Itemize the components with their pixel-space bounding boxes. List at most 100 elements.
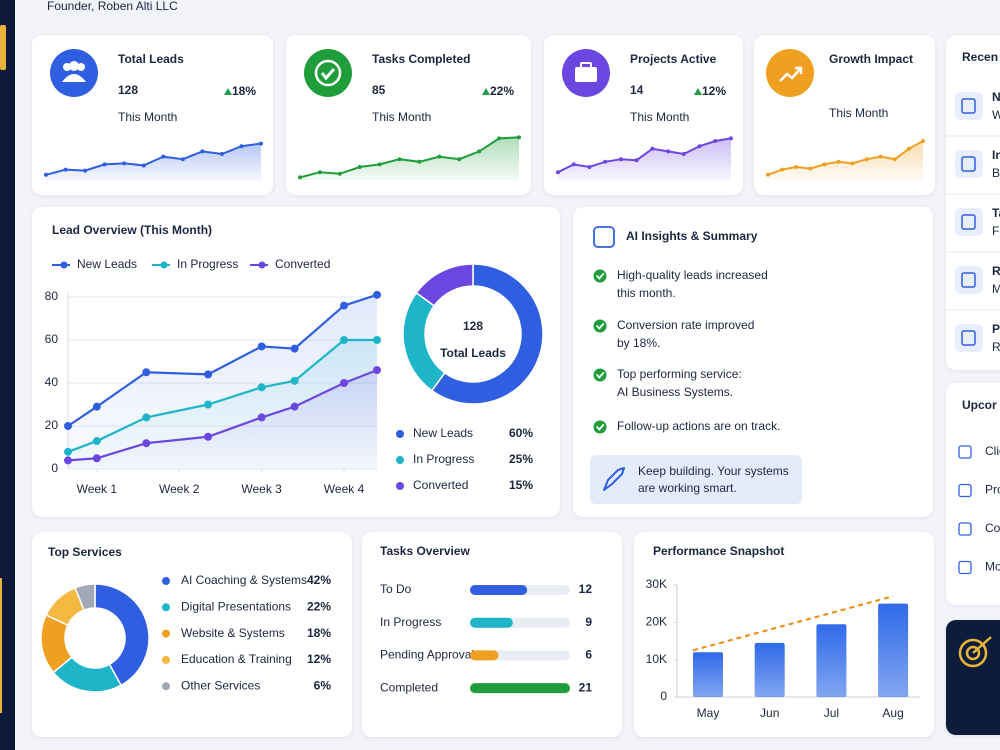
promo-card [946, 620, 1000, 735]
y-tick-label: 40 [45, 375, 59, 389]
sidebar [0, 0, 15, 750]
task-value: 9 [585, 615, 592, 629]
insight-text: High-quality leads increased [617, 268, 768, 282]
recent-icon [955, 150, 983, 178]
series-line [67, 293, 378, 427]
recent-icon [955, 208, 983, 236]
icon-glyph [320, 68, 336, 81]
sparkline-point [63, 167, 68, 172]
series-point [290, 344, 299, 353]
series-line [67, 369, 378, 462]
upcoming-item: Pro [985, 483, 1000, 497]
y-tick-label: 0 [660, 689, 667, 703]
sparkline-point [259, 141, 263, 146]
sparkline [767, 140, 924, 176]
legend-label: In Progress [413, 452, 474, 466]
series-line [67, 338, 377, 453]
recent-sub: B [992, 166, 1000, 180]
icon-glyph [580, 62, 592, 70]
sparkline-point [180, 157, 185, 162]
sparkline-point [571, 162, 576, 167]
bar [816, 624, 847, 697]
section-title: Lead Overview (This Month) [52, 223, 212, 237]
kpi-period: This Month [630, 110, 689, 124]
x-tick-label: Jun [760, 706, 779, 720]
checkbox [958, 560, 972, 575]
sparkline-point [603, 159, 608, 164]
series-point [204, 370, 213, 379]
callout-box [590, 455, 802, 504]
legend-value: 25% [509, 452, 533, 466]
task-label: In Progress [380, 615, 441, 629]
recent-icon [955, 92, 983, 120]
rocket-icon [603, 467, 625, 491]
sparkline-point [437, 154, 442, 159]
recent-icon-glyph [961, 330, 976, 346]
section-title: Upcor [962, 398, 997, 412]
sparkline-point [200, 149, 205, 154]
sparkline [557, 137, 732, 174]
sparkline-point [892, 157, 897, 162]
up-arrow [694, 88, 702, 95]
kpi-period: This Month [372, 110, 431, 124]
legend-label: Education & Training [181, 652, 292, 666]
x-tick-label: Week 2 [159, 482, 200, 496]
upcoming-item: Clie [985, 444, 1000, 458]
series-point [340, 301, 349, 310]
bar [754, 642, 785, 697]
recent-title: Ta [992, 206, 1000, 220]
insight-text: AI Business Systems. [617, 385, 733, 399]
y-tick-label: 60 [45, 332, 59, 346]
sparkline-point [713, 139, 718, 143]
kpi-value: 85 [372, 83, 386, 97]
kpi-title: Growth Impact [829, 52, 913, 66]
sparkline-point [836, 159, 841, 164]
section-title: AI Insights & Summary [626, 229, 758, 243]
sparkline-point [587, 165, 592, 169]
task-label: Completed [380, 680, 438, 694]
legend-dot [162, 603, 170, 612]
icon-glyph [314, 59, 342, 87]
kpi-title: Projects Active [630, 52, 717, 66]
check-glyph [596, 424, 605, 431]
trend-line [692, 595, 894, 652]
section-title: Recen [962, 50, 998, 64]
recent-sub: M [992, 282, 1000, 296]
series-point [204, 432, 213, 441]
recent-title: N [992, 90, 1000, 104]
recent-icon-glyph [961, 272, 976, 288]
legend-label: New Leads [77, 257, 137, 271]
series-point [340, 379, 349, 387]
donut-segment [94, 583, 150, 687]
sparkline-point [161, 154, 166, 159]
series-point [373, 366, 381, 375]
legend-label: Website & Systems [181, 626, 285, 640]
check-icon [593, 269, 607, 283]
kpi-icon [304, 49, 352, 97]
sparkline-area [558, 138, 731, 180]
y-tick-label: 0 [51, 461, 58, 475]
sparkline-point [666, 149, 671, 154]
recent-card [946, 35, 1000, 370]
donut-total-label: Total Leads [440, 346, 506, 360]
sparkline-point [634, 158, 639, 163]
task-value: 12 [579, 582, 593, 596]
sparkline-point [417, 159, 422, 164]
sparkline-point [808, 166, 813, 171]
legend-dot [162, 629, 170, 638]
section-title: Top Services [48, 545, 122, 559]
recent-icon [955, 324, 983, 352]
series-point [290, 376, 299, 385]
x-tick-label: Week 3 [241, 482, 282, 496]
recent-icon [955, 266, 983, 294]
check-icon [593, 319, 607, 333]
sparkline-point [83, 168, 88, 173]
sparkline-point [618, 157, 623, 162]
kpi-title: Tasks Completed [372, 52, 470, 66]
upcoming-item: Cor [985, 521, 1000, 535]
legend-label: Converted [413, 478, 468, 492]
legend-dot [162, 655, 170, 664]
target-icon [958, 638, 988, 668]
sparkline [45, 142, 262, 176]
